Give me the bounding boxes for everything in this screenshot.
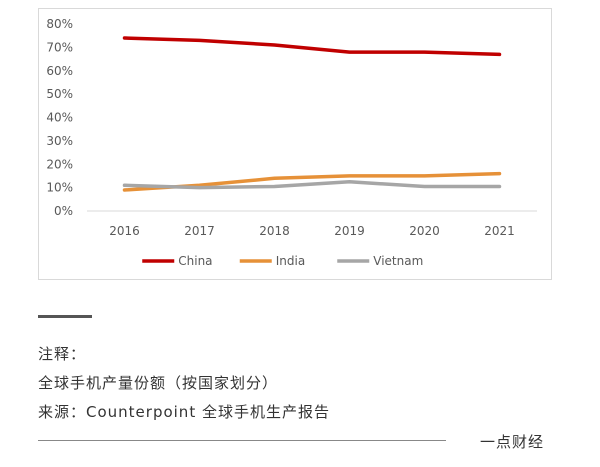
legend-label-china: China: [178, 254, 212, 268]
y-tick-label: 30%: [46, 134, 73, 148]
note-description: 全球手机产量份额（按国家划分）: [38, 374, 279, 392]
series-line-vietnam: [122, 180, 502, 190]
y-tick-label: 50%: [46, 87, 73, 101]
brand-name: 一点财经: [480, 433, 545, 451]
note-accent-bar: [38, 315, 92, 318]
legend-label-india: India: [276, 254, 305, 268]
x-tick-label: 2019: [334, 224, 365, 238]
chart-frame: 0% 10% 20% 30% 40% 50% 60% 70% 80% 2016 2017 2018 20…: [38, 8, 552, 280]
legend-label-vietnam: Vietnam: [373, 254, 423, 268]
x-tick-label: 2020: [409, 224, 440, 238]
source-text: 来源：Counterpoint 全球手机生产报告: [38, 403, 330, 421]
y-tick-label: 60%: [46, 64, 73, 78]
x-tick-label: 2017: [184, 224, 215, 238]
line-chart: 0% 10% 20% 30% 40% 50% 60% 70% 80% 2016 2017 2018 20…: [46, 17, 537, 268]
x-tick-label: 2021: [484, 224, 515, 238]
note-label: 注释：: [38, 345, 87, 363]
y-tick-label: 20%: [46, 157, 73, 171]
footer-divider: [38, 440, 446, 441]
y-tick-label: 80%: [46, 17, 73, 31]
y-tick-label: 40%: [46, 111, 73, 125]
x-tick-label: 2016: [109, 224, 140, 238]
x-tick-label: 2018: [259, 224, 290, 238]
y-tick-label: 70%: [46, 40, 73, 54]
y-tick-label: 10%: [46, 181, 73, 195]
series-line-china: [122, 36, 502, 57]
y-tick-label: 0%: [54, 204, 73, 218]
